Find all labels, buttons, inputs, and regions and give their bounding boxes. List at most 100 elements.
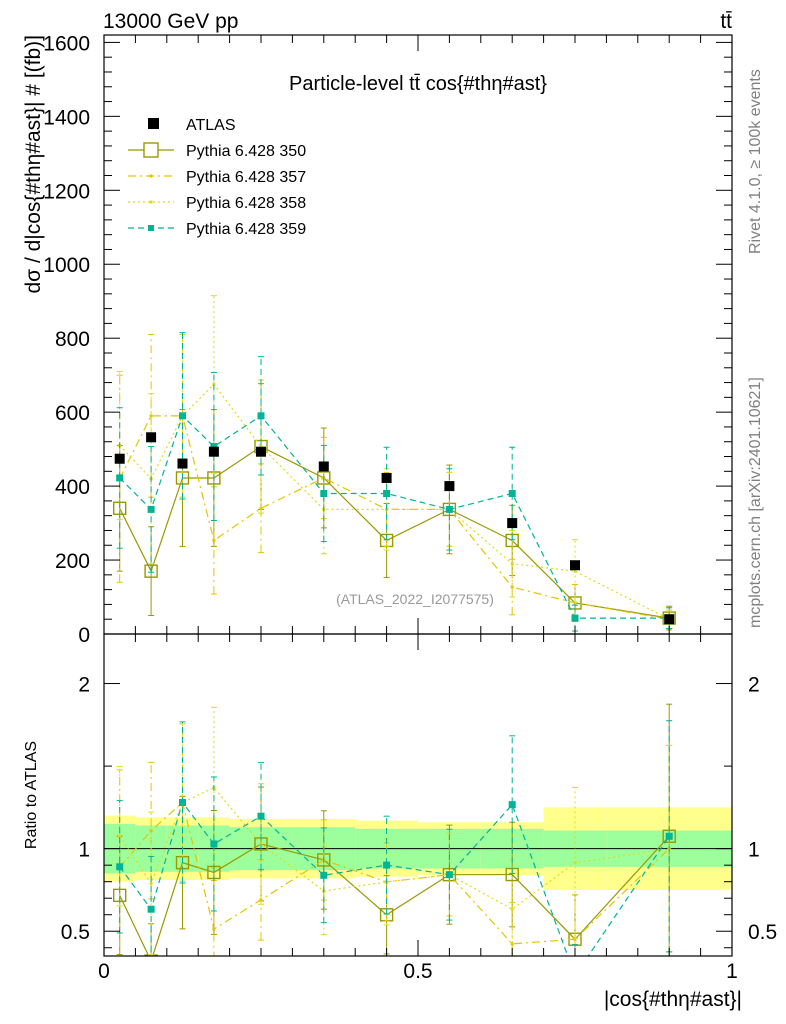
ratio-y-label: Ratio to ATLAS: [23, 741, 40, 849]
ratio-point: [572, 972, 579, 979]
x-tick-label: 1: [726, 960, 738, 983]
data-point: [570, 560, 580, 571]
main-point: [510, 585, 514, 589]
ratio-point: [259, 898, 263, 902]
main-point: [383, 489, 391, 497]
ratio-tick-label-right: 1: [748, 839, 760, 862]
main-point: [144, 564, 158, 578]
legend-item: Pythia 6.428 359: [128, 221, 306, 238]
legend-item: Pythia 6.428 357: [128, 169, 306, 186]
data-point: [146, 432, 157, 443]
legend-marker: [149, 174, 153, 178]
y-axis-label: dσ / d|cos{#thη#ast}| # [(fb)]: [22, 35, 45, 294]
legend-label: Pythia 6.428 359: [186, 221, 306, 238]
legend-label: Pythia 6.428 358: [186, 195, 306, 212]
x-tick-label: 0: [98, 960, 110, 983]
main-series-Pythia-6.428-358: [116, 295, 673, 629]
ratio-point: [508, 801, 516, 809]
main-point: [571, 614, 579, 622]
main-point: [212, 382, 216, 386]
ratio-frame: [103, 633, 733, 957]
ratio-point: [118, 834, 122, 838]
ratio-point: [383, 861, 391, 869]
main-point: [179, 412, 186, 420]
ratio-tick-label: 0.5: [61, 921, 90, 944]
ratio-point: [510, 942, 514, 946]
data-point: [256, 446, 266, 457]
y-tick-label: 0: [78, 624, 90, 647]
legend-label: Pythia 6.428 350: [186, 143, 306, 160]
rivet-label: Rivet 4.1.0, ≥ 100k events: [747, 69, 764, 254]
x-tick-label: 0.5: [403, 960, 432, 983]
legend-item-atlas: ATLAS: [148, 117, 236, 134]
main-point: [445, 505, 453, 513]
data-point: [208, 446, 219, 457]
main-point: [149, 414, 153, 418]
legend-item: Pythia 6.428 358: [128, 195, 306, 212]
ratio-series-Pythia-6.428-359: [116, 720, 673, 979]
mcplots-label: mcplots.cern.ch [arXiv:2401.10621]: [747, 377, 764, 628]
data-point: [507, 518, 518, 529]
legend-label: ATLAS: [186, 117, 236, 134]
ratio-point: [510, 907, 514, 911]
ratio-point: [144, 954, 158, 956]
ratio-point: [665, 832, 673, 840]
main-line: [119, 414, 670, 619]
y-tick-label: 1200: [43, 180, 90, 203]
ratio-point: [210, 840, 218, 848]
ratio-tick-label-right: 2: [748, 674, 760, 697]
main-series-Pythia-6.428-357: [116, 334, 673, 629]
ratio-point: [573, 861, 577, 865]
main-point: [508, 489, 516, 497]
ratio-point: [149, 881, 153, 885]
ratio-plot: 0.5 0.5 1 1 2 2 0 0.5 1 Ratio to ATLAS: [23, 633, 777, 983]
ratio-line: [119, 801, 670, 945]
data-point: [177, 458, 188, 469]
x-axis-label: |cos{#thη#ast}|: [604, 988, 742, 1011]
header-right: tt̄: [720, 10, 732, 33]
legend-marker: [143, 142, 159, 158]
y-tick-label: 1000: [43, 254, 90, 277]
ratio-point: [573, 937, 577, 941]
main-point: [259, 445, 263, 449]
y-tick-label: 1400: [43, 106, 90, 129]
main-line: [119, 383, 670, 620]
data-point: [664, 614, 675, 625]
main-point: [573, 569, 577, 573]
data-point: [444, 481, 455, 492]
ratio-point: [116, 863, 124, 871]
legend-label: Pythia 6.428 357: [186, 169, 306, 186]
ratio-point: [212, 927, 216, 931]
ratio-point: [445, 871, 453, 879]
main-line: [119, 415, 670, 620]
main-point: [510, 562, 514, 566]
legend-marker: [149, 200, 153, 204]
main-point: [259, 506, 263, 510]
header-left: 13000 GeV pp: [103, 10, 238, 33]
legend: ATLAS Pythia 6.428 350 Pythia 6.428 357 Pyt…: [128, 117, 306, 238]
data-point: [381, 472, 392, 483]
ratio-tick-label-right: 0.5: [748, 921, 777, 944]
ratio-point: [149, 829, 153, 833]
main-point: [210, 443, 218, 451]
main-point: [147, 505, 155, 513]
main-point: [212, 538, 216, 542]
ratio-point: [257, 812, 265, 820]
legend-item: Pythia 6.428 350: [128, 142, 306, 160]
ratio-tick-label: 2: [78, 674, 90, 697]
y-tick-label: 400: [55, 476, 90, 499]
y-tick-label: 200: [55, 550, 90, 573]
legend-marker: [148, 118, 159, 129]
watermark: (ATLAS_2022_I2077575): [336, 591, 494, 607]
y-tick-label: 1600: [43, 32, 90, 55]
y-tick-label: 600: [55, 402, 90, 425]
main-point: [116, 474, 124, 482]
main-plot: 0 200 400 600 800 1000 1200 1400 1600 Particle-l…: [22, 32, 733, 647]
legend-marker: [148, 225, 154, 231]
ratio-point: [179, 798, 186, 806]
main-point: [257, 412, 265, 420]
chart-title: Particle-level tt̄ cos{#thη#ast}: [289, 73, 547, 95]
y-tick-label: 800: [55, 328, 90, 351]
data-point: [114, 453, 125, 464]
